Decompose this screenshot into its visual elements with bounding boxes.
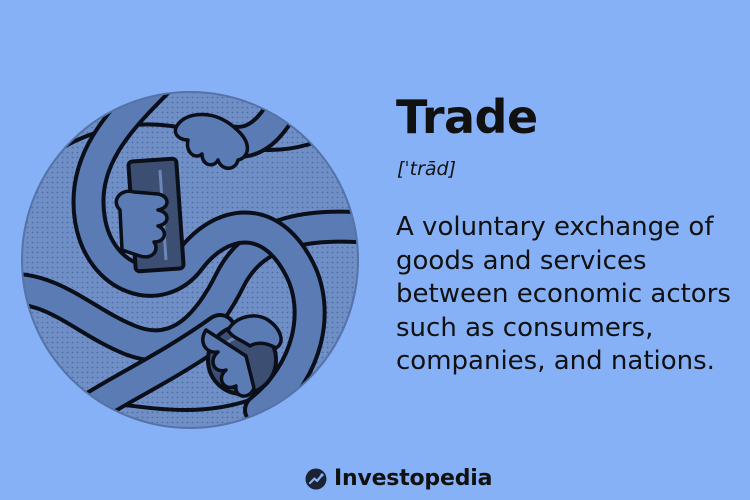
arm-s-curve — [75, 92, 323, 423]
left-hand — [114, 189, 169, 259]
brand-logo[interactable]: Investopedia — [305, 468, 492, 490]
definition-text: A voluntary exchange of goods and servic… — [396, 212, 731, 376]
right-hand — [226, 314, 283, 350]
intertwined-arms-illustration — [21, 91, 359, 429]
term-title: Trade — [396, 90, 538, 144]
investopedia-logo-icon — [305, 468, 327, 490]
trade-illustration — [10, 80, 370, 440]
pronunciation: [ˈtrād] — [397, 158, 457, 180]
top-hand — [173, 112, 250, 170]
brand-name: Investopedia — [334, 466, 493, 491]
bottom-hand — [201, 328, 256, 398]
